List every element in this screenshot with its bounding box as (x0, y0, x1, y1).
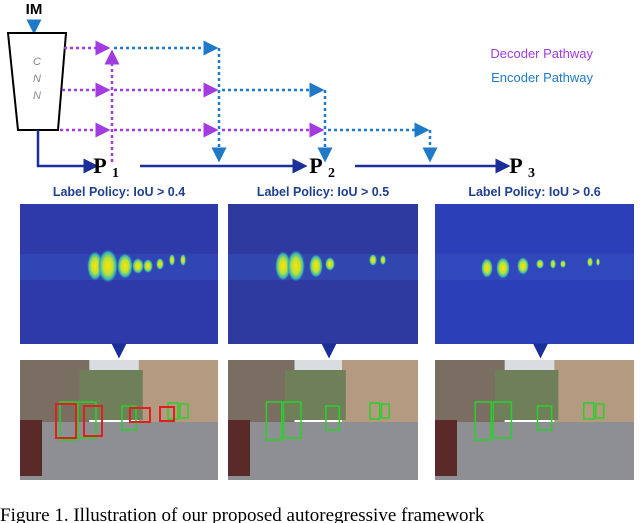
street-buildings (435, 360, 505, 430)
heatmap-blob (369, 254, 377, 266)
street-road (20, 422, 218, 480)
heatmap-blob (380, 255, 386, 265)
detection-box (380, 403, 390, 419)
heatmap-blob (560, 260, 566, 268)
street-trees (494, 370, 559, 420)
legend-decoder: Decoder Pathway (490, 46, 593, 61)
detection-box (474, 401, 493, 441)
detection-box (282, 401, 302, 439)
detection-box (265, 401, 283, 441)
detection-box (159, 406, 175, 422)
heatmap-blob (98, 249, 118, 283)
heatmap-blob (596, 258, 600, 266)
output-subscript: 2 (328, 166, 335, 181)
output-symbol: P (93, 153, 106, 178)
heatmap-blob (275, 251, 291, 281)
heatmap-blob (309, 254, 323, 278)
detection-box (77, 401, 97, 439)
heatmap-blob (481, 258, 493, 278)
street-car (20, 420, 42, 476)
output-symbol: P (309, 153, 322, 178)
pathways (36, 40, 511, 174)
heatmap-blob (143, 259, 153, 273)
street-buildings (20, 360, 90, 430)
heatmap-blob (156, 258, 164, 270)
legend-encoder: Encoder Pathway (491, 70, 593, 85)
output-symbol: P (509, 153, 522, 178)
cnn-letter: C (33, 56, 41, 68)
street-car (435, 420, 457, 476)
label-policy: Label Policy: IoU > 0.4 (53, 185, 185, 199)
heatmap-blob (87, 251, 103, 281)
heatmap-band (228, 254, 418, 280)
detection-box (369, 402, 381, 420)
street-road (435, 422, 634, 480)
caption: Figure 1. Illustration of our proposed a… (0, 505, 485, 523)
detection-box (55, 403, 77, 439)
heatmap-blob (180, 254, 186, 266)
heatmap-blob (517, 257, 529, 275)
street-buildings (228, 360, 295, 430)
heatmap-blob (496, 257, 510, 279)
detection-box (179, 403, 189, 419)
label-policy: Label Policy: IoU > 0.6 (468, 185, 600, 199)
heatmap-blob (550, 259, 556, 269)
heatmap-blob (536, 259, 544, 269)
detection-box (582, 402, 595, 420)
street-trees (285, 370, 346, 420)
heatmap-blob (287, 250, 305, 282)
detection-box (492, 401, 513, 439)
input-label: IM (26, 1, 43, 18)
street-road (228, 422, 418, 480)
detection-box (129, 407, 151, 423)
heatmap-blob (169, 254, 175, 266)
detection-box (595, 403, 605, 419)
label-policy: Label Policy: IoU > 0.5 (257, 185, 389, 199)
output-subscript: 3 (528, 166, 535, 181)
street-car (228, 420, 250, 476)
street-trees (79, 370, 143, 420)
output-subscript: 1 (112, 166, 119, 181)
heatmap-blob (325, 257, 335, 271)
detection-box (536, 405, 553, 431)
cnn-letter: N (33, 90, 41, 102)
heatmap-blob (117, 253, 133, 279)
detection-box (325, 405, 341, 431)
cnn-letter: N (33, 73, 41, 85)
cnn-block (6, 32, 68, 131)
detection-box (83, 405, 103, 437)
heatmap-band (435, 254, 634, 280)
heatmap-blob (587, 257, 593, 267)
detection-box (121, 405, 137, 431)
heatmap-blob (132, 258, 144, 274)
